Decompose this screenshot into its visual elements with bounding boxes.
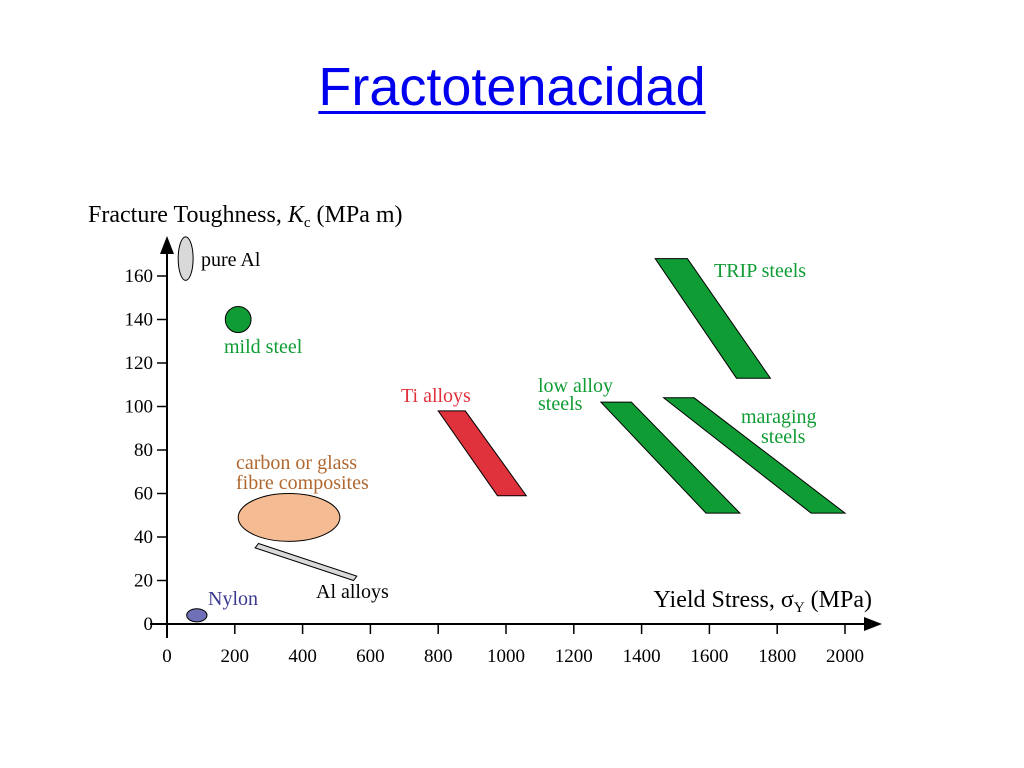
label-line: pure Al [201,249,261,271]
region-trip-steels [654,258,772,379]
region-low-alloy-steels [599,401,742,514]
label-maraging-steels: maraging steels [741,406,817,448]
y-tick-label: 0 [144,614,154,635]
y-axis-title: Fracture Toughness, Kc (MPa m) [88,202,403,231]
y-tick-label: 60 [134,484,153,505]
y-tick-label: 40 [134,527,153,548]
label-line: carbon or glass [236,452,357,474]
x-tick-label: 200 [221,646,250,667]
label-line: fibre composites [236,472,369,494]
label-line: mild steel [224,336,303,358]
label-al-alloys: Al alloys [316,581,389,603]
y-tick-label: 140 [125,310,154,331]
x-tick-label: 600 [356,646,385,667]
x-tick-label: 1000 [487,646,525,667]
x-tick-label: 1200 [555,646,593,667]
label-line: Ti alloys [401,385,471,407]
label-line: low alloy [538,375,613,397]
label-pure-al: pure Al [201,249,261,271]
y-tick-label: 80 [134,440,153,461]
region-composites [237,493,341,542]
x-tick-label: 0 [162,646,172,667]
label-composites: carbon or glass fibre composites [236,452,369,494]
y-axis-arrow [160,236,174,254]
y-tick-label: 100 [125,397,154,418]
label-line: steels [538,393,583,415]
label-line: Nylon [208,588,258,610]
x-axis-arrow [864,617,882,631]
label-line: steels [761,426,806,448]
region-al-alloys [254,542,358,582]
y-tick-label: 120 [125,353,154,374]
x-axis-title: Yield Stress, σY (MPa) [654,587,872,616]
y-tick-label: 160 [125,266,154,287]
label-ti-alloys: Ti alloys [401,385,471,407]
label-nylon: Nylon [208,588,258,610]
label-line: maraging [741,406,817,428]
x-tick-label: 2000 [826,646,864,667]
label-line: TRIP steels [714,260,806,282]
regions-layer [177,236,847,623]
label-low-alloy-steels: low alloy steels [538,375,613,415]
label-line: Al alloys [316,581,389,603]
label-trip-steels: TRIP steels [714,260,806,282]
region-pure-al [177,236,194,281]
region-maraging-steels [662,397,847,514]
page-title: Fractotenacidad [318,57,706,117]
label-mild-steel: mild steel [224,336,303,358]
x-tick-label: 1600 [690,646,728,667]
x-tick-label: 400 [288,646,317,667]
region-mild-steel [224,305,252,334]
y-tick-label: 20 [134,571,153,592]
region-ti-alloys [437,410,528,497]
x-tick-label: 1800 [758,646,796,667]
region-nylon [186,608,208,623]
x-tick-label: 800 [424,646,453,667]
x-tick-label: 1400 [623,646,661,667]
